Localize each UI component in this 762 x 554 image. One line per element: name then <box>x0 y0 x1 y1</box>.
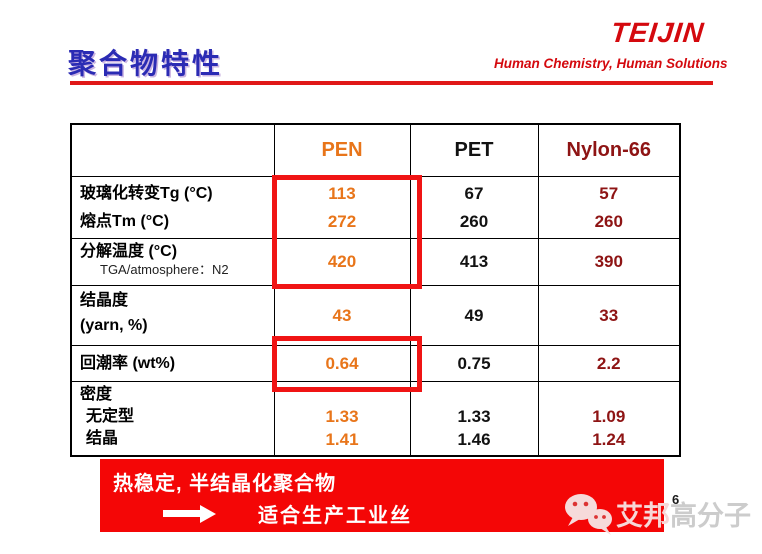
row-label-density: 密度 无定型 结晶 <box>70 381 275 457</box>
cell-pen-tg-tm: 113 272 <box>273 176 411 239</box>
cell-nylon-density: 1.09 1.24 <box>537 381 681 457</box>
brand-watermark-on-white: 高分子 <box>670 501 751 531</box>
row-label-decomposition: 分解温度 (°C) TGA/atmosphere：N2 <box>70 238 275 286</box>
wechat-bubbles-icon <box>561 491 617 537</box>
page-number: 6 <box>672 492 680 507</box>
cell-pet-moisture: 0.75 <box>409 345 539 382</box>
column-header-nylon66: Nylon-66 <box>537 123 681 177</box>
teijin-logo: TEIJIN <box>609 17 706 48</box>
title-underline <box>70 81 713 85</box>
cell-pet-crystallinity: 49 <box>409 285 539 346</box>
corner-cell <box>70 123 275 177</box>
cell-pen-moisture: 0.64 <box>273 345 411 382</box>
banner-line1: 热稳定, 半结晶化聚合物 <box>113 473 337 495</box>
properties-table: PEN PET Nylon-66 玻璃化转变Tg (°C) 熔点Tm (°C) … <box>70 123 681 457</box>
column-header-pet: PET <box>409 123 539 177</box>
cell-pen-density: 1.33 1.41 <box>273 381 411 457</box>
conclusion-banner: 热稳定, 半结晶化聚合物 适合生产工业丝 <box>100 459 664 532</box>
brand-watermark: 艾邦高分子 <box>616 494 751 533</box>
cell-nylon-decomposition: 390 <box>537 238 681 286</box>
right-arrow-icon <box>163 504 216 523</box>
cell-nylon-tg-tm: 57 260 <box>537 176 681 239</box>
cell-pen-decomposition: 420 <box>273 238 411 286</box>
cell-pet-density: 1.33 1.46 <box>409 381 539 457</box>
column-header-pen: PEN <box>273 123 411 177</box>
cell-pet-decomposition: 413 <box>409 238 539 286</box>
row-label-moisture: 回潮率 (wt%) <box>70 345 275 382</box>
row-label-crystallinity: 结晶度 (yarn, %) <box>70 285 275 346</box>
cell-nylon-crystallinity: 33 <box>537 285 681 346</box>
banner-line2: 适合生产工业丝 <box>258 505 412 527</box>
cell-pet-tg-tm: 67 260 <box>409 176 539 239</box>
page-title: 聚合物特性 <box>68 48 224 79</box>
logo-tagline: Human Chemistry, Human Solutions <box>494 56 728 71</box>
cell-nylon-moisture: 2.2 <box>537 345 681 382</box>
brand-watermark-on-red: 艾邦 <box>616 501 670 531</box>
row-label-tg-tm: 玻璃化转变Tg (°C) 熔点Tm (°C) <box>70 176 275 239</box>
cell-pen-crystallinity: 43 <box>273 285 411 346</box>
row-sublabel-tga: TGA/atmosphere：N2 <box>100 262 229 277</box>
